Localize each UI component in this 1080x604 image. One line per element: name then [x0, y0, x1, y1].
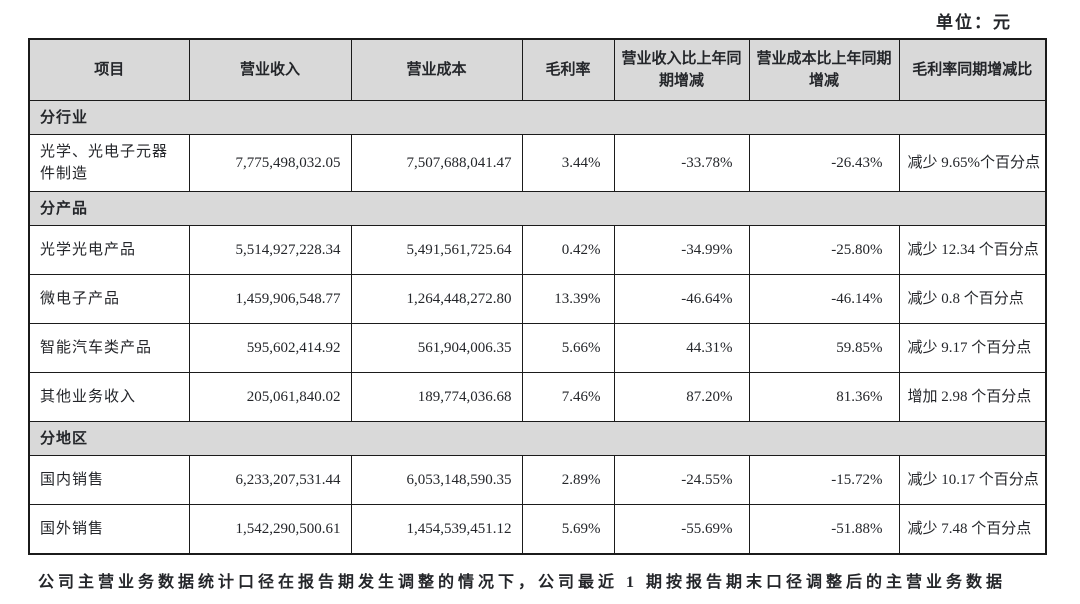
- cell-cost_yoy: 81.36%: [748, 372, 900, 422]
- column-header-revenue: 营业收入: [188, 38, 352, 101]
- cell-item: 光学、光电子元器件制造: [28, 134, 190, 192]
- cell-item: 智能汽车类产品: [28, 323, 190, 373]
- table-row: 微电子产品 1,459,906,548.77 1,264,448,272.80 13.…: [28, 274, 1047, 324]
- cell-revenue_yoy: -34.99%: [613, 225, 750, 275]
- cell-item: 微电子产品: [28, 274, 190, 324]
- section-label: 分产品: [28, 191, 1047, 226]
- section-label: 分行业: [28, 100, 1047, 135]
- cell-revenue_yoy: -55.69%: [613, 504, 750, 555]
- cell-cost_yoy: -25.80%: [748, 225, 900, 275]
- cell-margin: 2.89%: [521, 455, 615, 505]
- cell-item: 光学光电产品: [28, 225, 190, 275]
- cell-cost: 561,904,006.35: [350, 323, 523, 373]
- table-row: 光学、光电子元器件制造 7,775,498,032.05 7,507,688,041…: [28, 134, 1047, 192]
- cell-cost: 1,454,539,451.12: [350, 504, 523, 555]
- cell-cost_yoy: -26.43%: [748, 134, 900, 192]
- cell-cost: 6,053,148,590.35: [350, 455, 523, 505]
- table-header: 项目 营业收入 营业成本 毛利率 营业收入比上年同期增减 营业成本比上年同期增减 毛利率同期…: [28, 38, 1047, 101]
- cell-margin: 0.42%: [521, 225, 615, 275]
- table-row: 国内销售 6,233,207,531.44 6,053,148,590.35 2.89…: [28, 455, 1047, 505]
- cell-cost_yoy: 59.85%: [748, 323, 900, 373]
- cell-revenue_yoy: 87.20%: [613, 372, 750, 422]
- cell-cost: 7,507,688,041.47: [350, 134, 523, 192]
- cell-revenue: 205,061,840.02: [188, 372, 352, 422]
- column-header-cost_yoy: 营业成本比上年同期增减: [748, 38, 900, 101]
- cell-revenue_yoy: -33.78%: [613, 134, 750, 192]
- cell-margin_yoy: 增加 2.98 个百分点: [898, 372, 1047, 422]
- cell-revenue: 595,602,414.92: [188, 323, 352, 373]
- cell-item: 国外销售: [28, 504, 190, 555]
- cell-revenue: 6,233,207,531.44: [188, 455, 352, 505]
- table-body: 分行业 光学、光电子元器件制造 7,775,498,032.05 7,507,688,…: [28, 100, 1047, 555]
- cell-revenue_yoy: -24.55%: [613, 455, 750, 505]
- cell-item: 国内销售: [28, 455, 190, 505]
- cell-revenue: 5,514,927,228.34: [188, 225, 352, 275]
- section-row: 分产品: [28, 191, 1047, 226]
- cell-margin_yoy: 减少 9.65%个百分点: [898, 134, 1047, 192]
- section-row: 分地区: [28, 421, 1047, 456]
- cell-margin_yoy: 减少 12.34 个百分点: [898, 225, 1047, 275]
- cell-margin_yoy: 减少 0.8 个百分点: [898, 274, 1047, 324]
- main-business-table: 项目 营业收入 营业成本 毛利率 营业收入比上年同期增减 营业成本比上年同期增减 毛利率同期…: [28, 38, 1047, 555]
- column-header-item: 项目: [28, 38, 190, 101]
- column-header-revenue_yoy: 营业收入比上年同期增减: [613, 38, 750, 101]
- footnote: 公司主营业务数据统计口径在报告期发生调整的情况下，公司最近 1 期按报告期末口径…: [38, 574, 1007, 591]
- table-row: 智能汽车类产品 595,602,414.92 561,904,006.35 5.66%…: [28, 323, 1047, 373]
- cell-margin_yoy: 减少 10.17 个百分点: [898, 455, 1047, 505]
- cell-revenue_yoy: 44.31%: [613, 323, 750, 373]
- table-row: 光学光电产品 5,514,927,228.34 5,491,561,725.64 0.…: [28, 225, 1047, 275]
- cell-revenue_yoy: -46.64%: [613, 274, 750, 324]
- cell-revenue: 1,542,290,500.61: [188, 504, 352, 555]
- cell-cost_yoy: -51.88%: [748, 504, 900, 555]
- cell-margin: 7.46%: [521, 372, 615, 422]
- column-header-cost: 营业成本: [350, 38, 523, 101]
- cell-cost_yoy: -15.72%: [748, 455, 900, 505]
- cell-margin: 5.66%: [521, 323, 615, 373]
- cell-margin: 5.69%: [521, 504, 615, 555]
- section-label: 分地区: [28, 421, 1047, 456]
- cell-cost_yoy: -46.14%: [748, 274, 900, 324]
- cell-item: 其他业务收入: [28, 372, 190, 422]
- cell-margin_yoy: 减少 9.17 个百分点: [898, 323, 1047, 373]
- cell-margin: 13.39%: [521, 274, 615, 324]
- cell-cost: 5,491,561,725.64: [350, 225, 523, 275]
- table-row: 国外销售 1,542,290,500.61 1,454,539,451.12 5.69…: [28, 504, 1047, 555]
- cell-cost: 189,774,036.68: [350, 372, 523, 422]
- section-row: 分行业: [28, 100, 1047, 135]
- table-row: 其他业务收入 205,061,840.02 189,774,036.68 7.46% 8…: [28, 372, 1047, 422]
- unit-label: 单位：元: [936, 13, 1012, 32]
- cell-revenue: 1,459,906,548.77: [188, 274, 352, 324]
- column-header-margin_yoy: 毛利率同期增减比: [898, 38, 1047, 101]
- cell-margin_yoy: 减少 7.48 个百分点: [898, 504, 1047, 555]
- header-row: 项目 营业收入 营业成本 毛利率 营业收入比上年同期增减 营业成本比上年同期增减 毛利率同期…: [28, 38, 1047, 101]
- cell-cost: 1,264,448,272.80: [350, 274, 523, 324]
- cell-revenue: 7,775,498,032.05: [188, 134, 352, 192]
- column-header-margin: 毛利率: [521, 38, 615, 101]
- cell-margin: 3.44%: [521, 134, 615, 192]
